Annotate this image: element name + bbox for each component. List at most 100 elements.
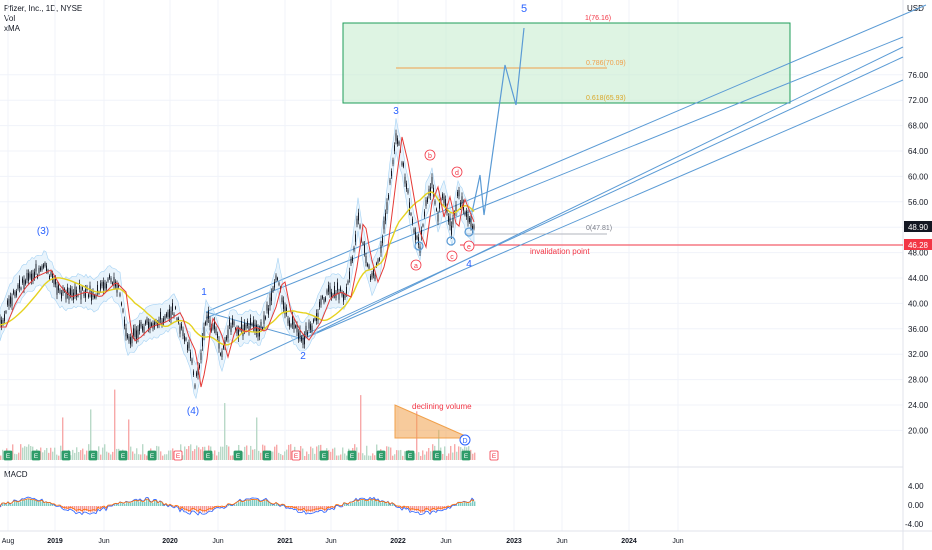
price-axis[interactable]: 76.0072.0068.0064.0060.0056.0052.0048.00… xyxy=(908,71,929,436)
candle-body xyxy=(421,230,422,238)
candle-body xyxy=(449,217,451,227)
volume-bar xyxy=(284,451,286,460)
earnings-marker[interactable] xyxy=(147,450,157,461)
candle-body xyxy=(52,273,53,280)
macd-bar xyxy=(72,506,74,510)
target-zone-box[interactable] xyxy=(342,22,791,104)
channel-upper-line[interactable] xyxy=(205,4,927,313)
wave-4-label[interactable]: 4 xyxy=(466,259,472,270)
volume-bar xyxy=(228,446,230,460)
macd-bar xyxy=(34,499,36,506)
volume-bar xyxy=(100,454,102,460)
macd-bar xyxy=(88,506,90,512)
candle-body xyxy=(128,336,130,342)
volume-bar xyxy=(216,455,218,460)
time-tick: 2020 xyxy=(162,538,178,545)
macd-bar xyxy=(270,503,272,506)
macd-bar xyxy=(184,506,186,511)
macd-bar xyxy=(376,501,378,506)
channel-support-line[interactable] xyxy=(302,79,904,340)
wave-4-paren-label[interactable]: (4) xyxy=(187,406,199,417)
wave-2-label[interactable]: 2 xyxy=(300,351,306,362)
price-tick: 32.00 xyxy=(908,350,929,359)
candle-body xyxy=(287,318,289,324)
subwave-b[interactable]: b xyxy=(424,149,436,161)
wave-3-paren-label[interactable]: (3) xyxy=(37,226,49,237)
subwave-a[interactable]: a xyxy=(410,259,422,271)
earnings-marker[interactable] xyxy=(88,450,98,461)
volume-bar xyxy=(192,451,194,460)
macd-label[interactable]: MACD xyxy=(4,470,28,479)
earnings-marker[interactable] xyxy=(432,450,442,461)
earnings-marker[interactable] xyxy=(173,450,183,461)
candle-body xyxy=(17,285,19,289)
earnings-marker[interactable] xyxy=(461,450,471,461)
candle-body xyxy=(259,329,260,337)
earnings-marker[interactable] xyxy=(118,450,128,461)
pitchfork-channels[interactable] xyxy=(205,4,927,361)
macd-bar xyxy=(240,500,242,506)
channel-median-line[interactable] xyxy=(205,36,904,319)
earnings-marker[interactable] xyxy=(319,450,329,461)
subwave-c[interactable]: c xyxy=(446,250,458,262)
price-tick: 40.00 xyxy=(908,299,929,308)
earnings-marker[interactable] xyxy=(61,450,71,461)
volume-bar xyxy=(226,445,228,460)
wave5-projection-path[interactable] xyxy=(469,27,525,223)
earnings-marker[interactable] xyxy=(31,450,41,461)
candle-body xyxy=(289,320,290,327)
earnings-marker[interactable] xyxy=(489,450,499,461)
earnings-marker[interactable] xyxy=(291,450,301,461)
declining-volume-triangle[interactable] xyxy=(394,404,471,439)
volume-bar xyxy=(396,450,398,460)
earnings-marker[interactable] xyxy=(203,450,213,461)
earnings-marker[interactable] xyxy=(376,450,386,461)
macd-bar xyxy=(440,506,442,510)
volume-bar xyxy=(202,446,204,460)
earnings-marker[interactable] xyxy=(262,450,272,461)
channel-extra-line[interactable] xyxy=(249,56,904,361)
candle-body xyxy=(157,322,158,327)
symbol-title[interactable]: Pfizer, Inc., 1D, NYSE xyxy=(4,4,83,13)
candle-body xyxy=(14,292,16,297)
macd-bar xyxy=(52,504,54,506)
time-axis[interactable]: Aug 2019 Jun 2020 Jun 2021 Jun 2022 Jun 2023 Jun 20… xyxy=(2,538,684,545)
wave-5-label[interactable]: 5 xyxy=(521,3,527,15)
earnings-marker[interactable] xyxy=(405,450,415,461)
macd-bar xyxy=(426,506,428,511)
macd-bar xyxy=(216,506,218,508)
earnings-marker[interactable] xyxy=(347,450,357,461)
candle-body xyxy=(209,319,211,327)
macd-bar xyxy=(348,504,350,506)
time-tick: 2023 xyxy=(506,538,522,545)
earnings-marker[interactable] xyxy=(233,450,243,461)
candle-body xyxy=(184,335,185,342)
candle-body xyxy=(56,286,58,295)
channel-lower-line[interactable] xyxy=(302,46,904,340)
subwave-e[interactable]: e xyxy=(463,240,475,252)
candle-body xyxy=(260,322,262,328)
subwave-d[interactable]: d xyxy=(451,166,463,178)
macd-bar xyxy=(424,506,426,513)
subwave-c-label: c xyxy=(450,254,454,261)
volume-bar xyxy=(272,451,274,460)
fib-1-label: 1(76.16) xyxy=(585,15,611,22)
macd-bar xyxy=(470,502,472,506)
xma-indicator-label[interactable]: xMA xyxy=(4,24,20,33)
volume-bar xyxy=(222,446,224,460)
candle-body xyxy=(356,218,358,225)
candle-body xyxy=(409,202,410,211)
dividend-marker[interactable] xyxy=(459,434,471,446)
earnings-marker[interactable] xyxy=(3,450,13,461)
wave-1-label[interactable]: 1 xyxy=(201,287,207,298)
volume-indicator-label[interactable]: Vol xyxy=(4,14,16,23)
macd-bar xyxy=(138,501,140,506)
candle-body xyxy=(304,335,305,345)
candle-body xyxy=(299,329,301,338)
candle-body xyxy=(226,336,227,340)
macd-bar xyxy=(224,506,226,508)
wave-3-label[interactable]: 3 xyxy=(393,106,399,117)
candle-body xyxy=(220,353,221,356)
